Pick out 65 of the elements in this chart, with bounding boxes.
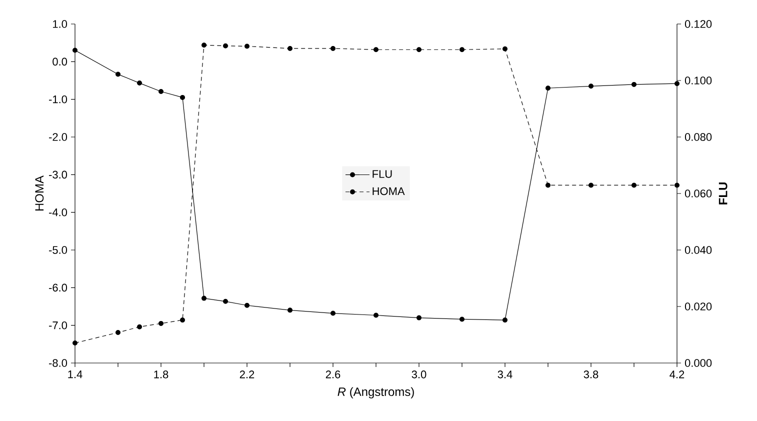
y2-axis-title: FLU bbox=[718, 182, 728, 204]
point bbox=[632, 182, 637, 188]
point bbox=[416, 315, 422, 320]
point bbox=[116, 72, 121, 77]
x-tick-label: 1.8 bbox=[154, 370, 168, 378]
point bbox=[223, 298, 228, 304]
point bbox=[180, 94, 186, 100]
y2-tick-label: 0.020 bbox=[684, 302, 712, 310]
y-tick-label: 1.0 bbox=[53, 20, 68, 28]
point bbox=[502, 318, 508, 323]
point bbox=[137, 324, 142, 330]
x-tick-label: 1.4 bbox=[68, 370, 82, 378]
point bbox=[180, 318, 186, 323]
y2-tick-label: 0.080 bbox=[684, 133, 712, 141]
point bbox=[374, 47, 379, 52]
y-tick-label: 0.0 bbox=[52, 58, 68, 66]
point bbox=[137, 80, 142, 86]
point bbox=[588, 182, 594, 188]
y-tick-label: -8.0 bbox=[49, 359, 68, 367]
point bbox=[116, 330, 120, 335]
point bbox=[674, 81, 680, 86]
point bbox=[158, 89, 164, 94]
y2-tick-label: 0.000 bbox=[684, 359, 712, 367]
point bbox=[546, 86, 551, 91]
y-tick-label: -4.0 bbox=[49, 208, 68, 216]
y2-tick-label: 0.040 bbox=[684, 246, 712, 254]
point bbox=[330, 310, 336, 316]
legend-label: HOMA bbox=[372, 187, 405, 196]
x-tick-label: 3.4 bbox=[498, 370, 512, 378]
legend-label: FLU bbox=[372, 170, 392, 178]
x-tick-label: 3.0 bbox=[412, 370, 426, 378]
point bbox=[460, 47, 465, 52]
x-tick-label: 2.6 bbox=[326, 370, 340, 378]
y-tick-label: -6.0 bbox=[49, 284, 68, 292]
y-tick-label: -1.0 bbox=[49, 95, 68, 104]
point bbox=[374, 312, 379, 318]
y-tick-label: -5.0 bbox=[49, 246, 68, 254]
point bbox=[244, 302, 250, 308]
x-tick-label: 2.2 bbox=[240, 370, 254, 378]
y-axis-title: HOMA bbox=[35, 176, 44, 211]
point bbox=[158, 320, 164, 326]
y-tick-label: -7.0 bbox=[49, 321, 68, 330]
point bbox=[202, 296, 207, 301]
point bbox=[588, 84, 594, 89]
y-tick-label: -2.0 bbox=[49, 133, 68, 141]
point bbox=[416, 47, 422, 52]
y-tick-label: -3.0 bbox=[49, 170, 68, 179]
point bbox=[330, 46, 336, 51]
y2-tick-label: 0.120 bbox=[684, 20, 712, 28]
x-axis-title: R (Angstroms) bbox=[338, 387, 414, 398]
point bbox=[72, 48, 78, 53]
x-tick-label: 4.2 bbox=[670, 370, 684, 378]
point bbox=[288, 46, 293, 51]
point bbox=[244, 44, 250, 49]
point bbox=[546, 182, 551, 188]
point bbox=[460, 316, 465, 322]
point bbox=[72, 340, 78, 346]
point bbox=[632, 82, 637, 87]
point bbox=[223, 43, 228, 48]
point bbox=[288, 308, 293, 313]
point bbox=[202, 42, 206, 48]
point bbox=[502, 46, 508, 52]
y2-tick-label: 0.100 bbox=[684, 76, 712, 84]
y2-tick-label: 0.060 bbox=[684, 190, 712, 198]
x-tick-label: 3.8 bbox=[584, 370, 598, 378]
